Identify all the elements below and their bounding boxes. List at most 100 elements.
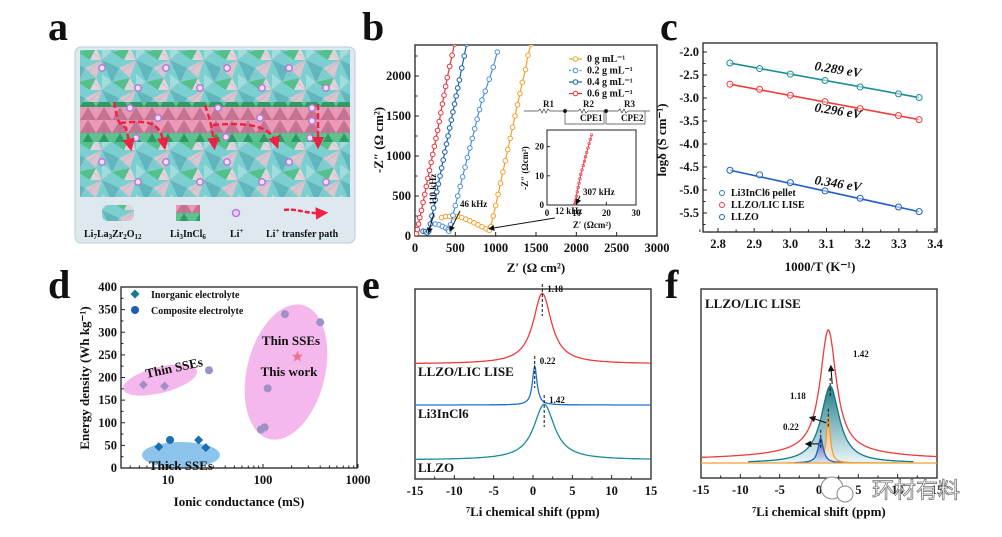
data-point (204, 366, 213, 375)
region-label: Thin SSEs (262, 333, 320, 348)
data-point (415, 221, 422, 227)
annotation-arrow (427, 212, 435, 234)
li-transfer-paths (112, 101, 325, 152)
data-point (856, 83, 864, 91)
circuit-wire (524, 108, 650, 114)
panel-b: b 0 500 1000 1500 2000 2500 300005001000150020… (362, 4, 670, 275)
data-point (894, 90, 902, 98)
data-point (479, 97, 485, 103)
plot-frame (414, 288, 652, 480)
inset-data-point (582, 159, 586, 163)
x-tick-label: -5 (488, 484, 498, 498)
y-tick-label: 100 (98, 416, 117, 430)
data-point (469, 135, 476, 142)
y-tick-label: -4.0 (679, 137, 699, 151)
data-point (522, 66, 529, 73)
frequency-label: 12 kHz (555, 206, 582, 216)
data-point (154, 442, 164, 452)
data-point (454, 85, 461, 91)
data-point (494, 49, 501, 55)
legend-lic-label: Li3InCl6 (170, 229, 206, 241)
y-tick-label: -5.0 (679, 183, 699, 197)
panel-label-c: c (660, 4, 678, 49)
inset-data-point (577, 181, 581, 185)
data-point (507, 135, 513, 142)
x-axis-title: Ionic conductance (mS) (174, 494, 305, 509)
y-tick-label: 400 (98, 280, 117, 294)
data-point (756, 171, 764, 179)
li-ion-icon (322, 84, 330, 92)
circuit-element-label: R1 (543, 99, 554, 109)
panel-label-f: f (665, 262, 679, 307)
y-tick-label: -2.0 (679, 45, 699, 59)
data-point (426, 167, 433, 174)
data-point (821, 77, 829, 85)
x-tick-label: 2.9 (746, 237, 762, 251)
peak-label: 1.18 (790, 391, 806, 401)
data-point (201, 443, 211, 453)
data-point (435, 181, 442, 187)
y-tick-label: 300 (98, 325, 117, 339)
inset-y-tick-label: 0 (540, 200, 545, 210)
this-work-marker (291, 350, 304, 362)
nmr-spectrum (415, 403, 651, 460)
li-ion-icon (223, 158, 231, 166)
data-point (446, 63, 453, 70)
y-tick-label: -4.5 (679, 160, 699, 174)
data-point (443, 141, 450, 147)
li-ion-icon (214, 104, 222, 112)
circuit-element-label: CPE1 (580, 113, 603, 123)
data-point (519, 79, 526, 86)
x-tick-label: -5 (774, 483, 784, 497)
panel-label-d: d (48, 262, 70, 307)
y-tick-label: 0 (405, 229, 411, 243)
data-point (194, 435, 204, 445)
inset-data-point (585, 150, 589, 155)
sample-label: LLZO/LIC LISE (705, 296, 801, 311)
x-tick-label: 1000 (483, 241, 508, 255)
peak-label: 0.22 (540, 356, 556, 366)
li-ion-icon (196, 84, 204, 92)
data-point (456, 77, 463, 83)
li-ion-icon (223, 64, 231, 72)
x-tick-label: 2000 (564, 241, 589, 255)
spectrum-label: Li3InCl6 (418, 406, 469, 421)
peak-label: 1.42 (853, 349, 869, 359)
data-point (509, 124, 516, 130)
data-point (439, 101, 446, 107)
annotation-arrow (449, 210, 461, 232)
equivalent-circuit (524, 108, 650, 125)
plot-frame (702, 42, 938, 233)
component-curve (748, 385, 914, 463)
data-point (444, 74, 451, 81)
circuit-node (562, 108, 568, 114)
inset-y-tick-label: 10 (535, 171, 545, 181)
data-point (432, 197, 438, 203)
spectrum-label: LLZO (418, 460, 454, 475)
transfer-path (212, 122, 280, 149)
panel-label-e: e (362, 262, 380, 307)
legend-label: LLZO/LIC LISE (731, 200, 805, 211)
data-point (458, 65, 465, 71)
x-tick-label: 1000 (346, 473, 371, 487)
circuit-node (603, 108, 609, 114)
data-point (756, 85, 764, 93)
data-point (517, 90, 523, 97)
transfer-path (119, 120, 170, 151)
data-point (440, 157, 447, 163)
data-point (448, 117, 455, 123)
data-point (525, 52, 531, 59)
schematic-legend: Li7La3Zr2O12 Li3InCl6 Li+ Li+ transfer p… (84, 205, 339, 241)
y-tick-label: 350 (98, 303, 117, 317)
panel-label-b: b (362, 4, 384, 49)
x-axis-title: Z′ (Ω cm²) (507, 260, 565, 275)
watermark-text: 环材有料 (872, 479, 960, 504)
component-fill (795, 437, 843, 463)
data-point (450, 109, 456, 115)
y-tick-label: 2000 (386, 69, 411, 83)
x-tick-label: -10 (732, 483, 749, 497)
component-fill (748, 386, 914, 463)
data-point (756, 65, 764, 73)
peak-label: 0.22 (783, 422, 799, 432)
